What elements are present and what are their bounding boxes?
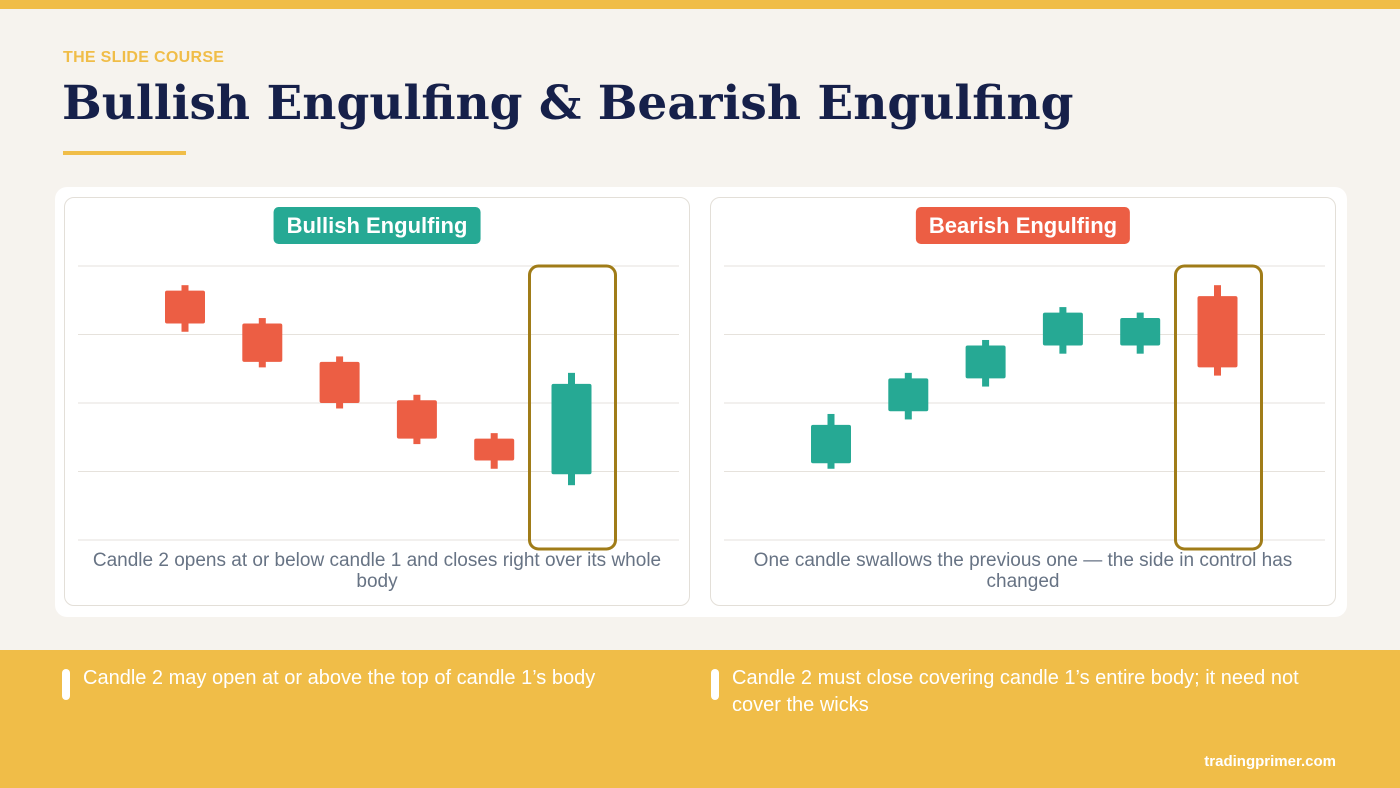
candle-body <box>242 323 283 362</box>
course-eyebrow: THE SLIDE COURSE <box>63 49 225 66</box>
note-text: Candle 2 may open at or above the top of… <box>83 667 596 689</box>
engulfing-highlight-box <box>528 264 617 551</box>
bullish-engulfing-caption: Candle 2 opens at or below candle 1 and … <box>92 550 662 592</box>
candle-body <box>888 378 929 412</box>
bearish-engulfing-caption: One candle swallows the previous one — t… <box>753 550 1293 592</box>
bullish-candlestick-chart <box>78 264 679 551</box>
notes-band <box>0 650 1400 788</box>
footer-site: tradingprimer.com <box>1204 753 1336 770</box>
bullish-engulfing-card: Bullish Engulfing Candle 2 opens at or b… <box>64 197 690 606</box>
top-accent-bar <box>0 0 1400 9</box>
bearish-candlestick-chart <box>724 264 1325 551</box>
candle-body <box>1042 312 1083 346</box>
candle-body <box>551 383 592 475</box>
bearish-engulfing-card: Bearish Engulfing One candle swallows th… <box>710 197 1336 606</box>
candle-body <box>474 438 515 461</box>
candle-body <box>319 361 360 403</box>
bullish-engulfing-label: Bullish Engulfing <box>273 207 481 244</box>
candle-body <box>396 400 437 439</box>
note-marker <box>62 669 70 700</box>
page-title: Bullish Engulfing & Bearish Engulfing <box>62 76 1074 131</box>
candle-body <box>811 424 851 464</box>
candle-body <box>1120 318 1161 346</box>
note-text: Candle 2 must close covering candle 1’s … <box>732 667 1299 716</box>
candle-body <box>965 345 1006 379</box>
candle-body <box>165 290 205 324</box>
candle-body <box>1197 296 1238 368</box>
engulfing-highlight-box <box>1174 264 1263 551</box>
title-underline <box>63 151 186 155</box>
bearish-engulfing-label: Bearish Engulfing <box>915 207 1131 244</box>
note-marker <box>711 669 719 700</box>
